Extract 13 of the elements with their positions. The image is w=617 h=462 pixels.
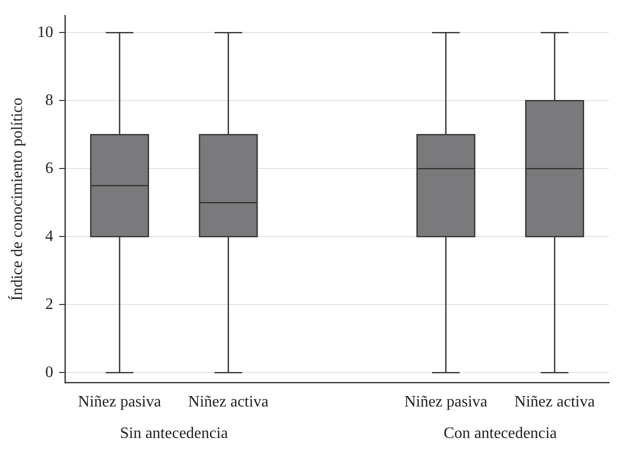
y-tick-label: 8 (45, 92, 54, 109)
x-tick-label: Niñez pasiva (78, 394, 162, 411)
y-axis-title: Índice de conocimiento político (8, 98, 26, 301)
y-tick-label: 4 (45, 228, 54, 245)
y-tick-label: 0 (45, 364, 54, 381)
x-tick-label: Niñez activa (514, 394, 595, 411)
y-tick-label: 2 (45, 296, 54, 313)
x-tick-label: Niñez activa (188, 394, 269, 411)
text: Sin antecedencia (120, 425, 228, 442)
y-tick-label: 10 (37, 24, 54, 41)
y-tick-label: 6 (45, 160, 54, 177)
x-tick-label: Niñez pasiva (404, 394, 488, 411)
text: Con antecedencia (444, 425, 557, 442)
